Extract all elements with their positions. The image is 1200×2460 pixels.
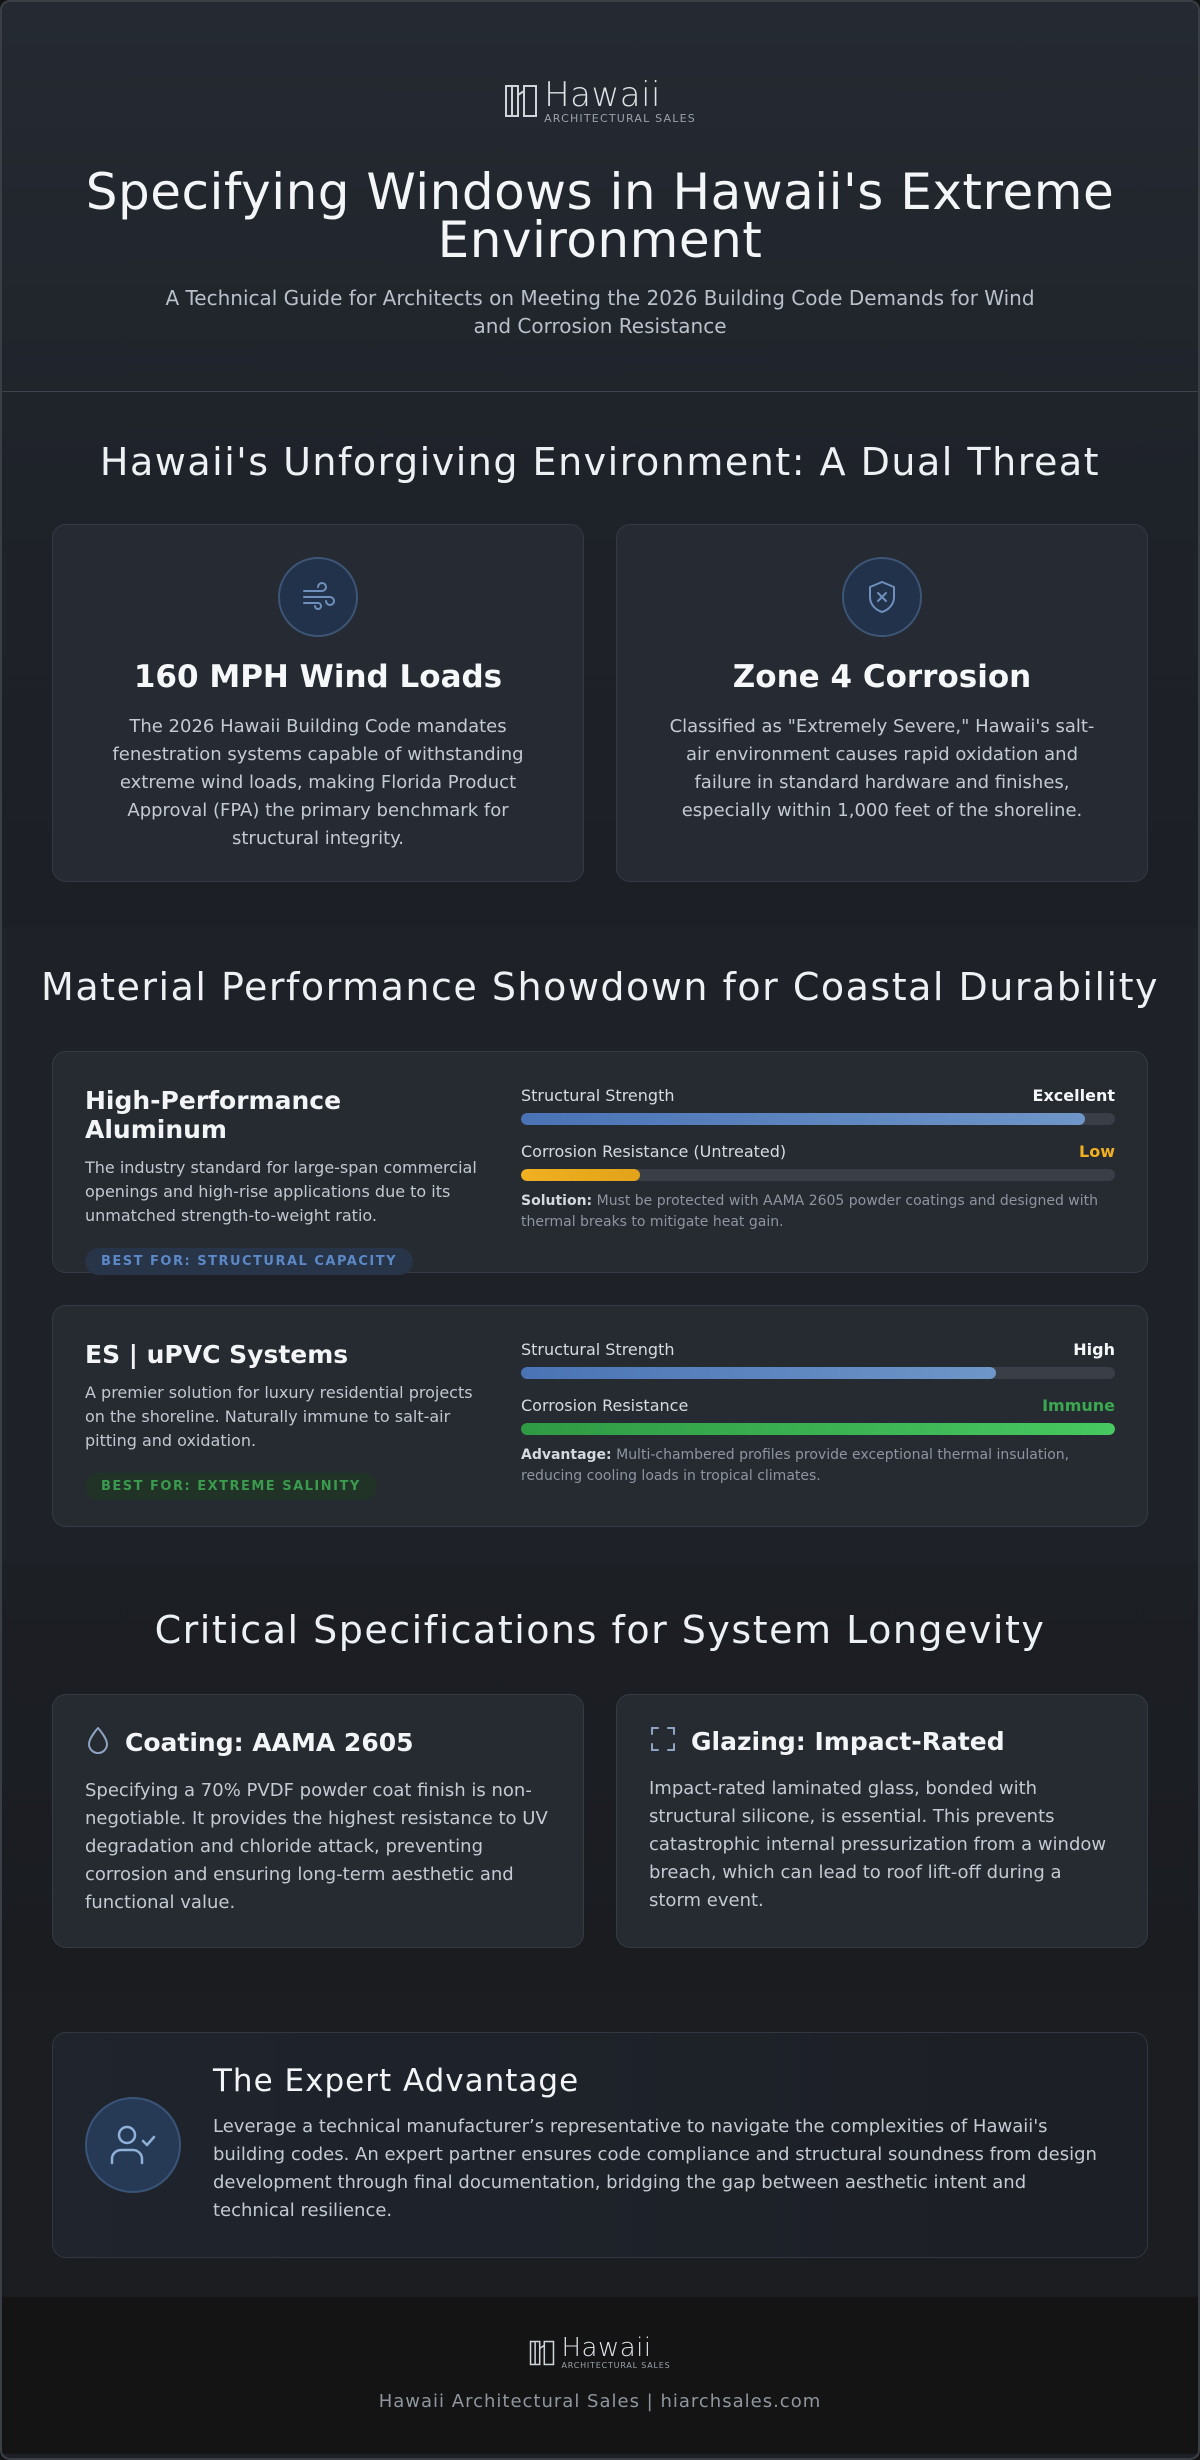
expert-section: The Expert Advantage Leverage a technica…	[2, 1992, 1198, 2297]
brand-tagline: ARCHITECTURAL SALES	[561, 2361, 671, 2370]
metric-structural: Structural Strength High	[521, 1340, 1115, 1379]
threat-title: Zone 4 Corrosion	[732, 659, 1032, 695]
spec-title: Coating: AAMA 2605	[125, 1727, 414, 1757]
spec-card-glazing: Glazing: Impact-Rated Impact-rated lamin…	[616, 1694, 1148, 1948]
specs-section: Critical Specifications for System Longe…	[2, 1564, 1198, 1992]
expert-card: The Expert Advantage Leverage a technica…	[52, 2032, 1148, 2258]
threat-text: Classified as "Extremely Severe," Hawaii…	[669, 716, 1095, 821]
window-logo-icon	[504, 83, 538, 119]
shield-x-icon	[842, 557, 922, 637]
material-note: Advantage: Multi-chambered profiles prov…	[521, 1445, 1115, 1487]
best-for-badge: BEST FOR: EXTREME SALINITY	[85, 1473, 377, 1500]
metric-corrosion: Corrosion Resistance (Untreated) Low	[521, 1142, 1115, 1181]
droplet-icon	[85, 1725, 111, 1759]
metric-value: Excellent	[1032, 1086, 1115, 1105]
material-card-upvc: ES | uPVC Systems A premier solution for…	[52, 1305, 1148, 1527]
brand-logo: Hawaii ARCHITECTURAL SALES	[504, 78, 696, 124]
specs-title: Critical Specifications for System Longe…	[154, 1608, 1046, 1652]
note-text: Must be protected with AAMA 2605 powder …	[521, 1193, 1098, 1230]
threat-card-corrosion: Zone 4 Corrosion Classified as "Extremel…	[616, 524, 1148, 882]
metric-label: Corrosion Resistance (Untreated)	[521, 1142, 787, 1161]
brand-tagline: ARCHITECTURAL SALES	[544, 112, 696, 125]
environment-title: Hawaii's Unforgiving Environment: A Dual…	[99, 440, 1101, 484]
spec-card-coating: Coating: AAMA 2605 Specifying a 70% PVDF…	[52, 1694, 584, 1948]
metric-label: Structural Strength	[521, 1340, 675, 1359]
footer-text: Hawaii Architectural Sales | hiarchsales…	[378, 2390, 822, 2412]
page-subtitle: A Technical Guide for Architects on Meet…	[165, 286, 1035, 338]
brand-name: Hawaii	[544, 75, 661, 115]
metric-value: Low	[1079, 1142, 1115, 1161]
window-logo-icon	[529, 2339, 555, 2367]
spec-text: Specifying a 70% PVDF powder coat finish…	[85, 1780, 548, 1913]
note-text: Multi-chambered profiles provide excepti…	[521, 1447, 1070, 1484]
strength-bar	[521, 1113, 1115, 1125]
corrosion-bar	[521, 1169, 1115, 1181]
material-card-aluminum: High-Performance Aluminum The industry s…	[52, 1051, 1148, 1275]
material-description: A premier solution for luxury residentia…	[85, 1383, 473, 1450]
metric-corrosion: Corrosion Resistance Immune	[521, 1396, 1115, 1435]
material-name: High-Performance Aluminum	[85, 1086, 342, 1144]
footer-logo: Hawaii ARCHITECTURAL SALES	[529, 2335, 670, 2370]
threat-title: 160 MPH Wind Loads	[133, 659, 503, 695]
material-note: Solution: Must be protected with AAMA 26…	[521, 1191, 1115, 1233]
expert-title: The Expert Advantage	[213, 2063, 580, 2099]
threat-text: The 2026 Hawaii Building Code mandates f…	[112, 716, 524, 849]
corrosion-bar-fill	[521, 1423, 1115, 1435]
wind-icon	[278, 557, 358, 637]
expert-text: Leverage a technical manufacturer’s repr…	[213, 2116, 1097, 2221]
user-check-icon	[85, 2097, 181, 2193]
metric-label: Corrosion Resistance	[521, 1396, 689, 1415]
footer: Hawaii ARCHITECTURAL SALES Hawaii Archit…	[2, 2297, 1198, 2454]
materials-section: Material Performance Showdown for Coasta…	[2, 927, 1198, 1564]
page-title: Specifying Windows in Hawaii's Extreme E…	[85, 163, 1115, 269]
note-label: Solution:	[521, 1193, 593, 1209]
note-label: Advantage:	[521, 1447, 612, 1463]
threat-card-wind: 160 MPH Wind Loads The 2026 Hawaii Build…	[52, 524, 584, 882]
strength-bar-fill	[521, 1113, 1086, 1125]
metric-label: Structural Strength	[521, 1086, 675, 1105]
best-for-badge: BEST FOR: STRUCTURAL CAPACITY	[85, 1248, 414, 1275]
strength-bar-fill	[521, 1367, 997, 1379]
material-name: ES | uPVC Systems	[85, 1340, 349, 1369]
corrosion-bar	[521, 1423, 1115, 1435]
materials-title: Material Performance Showdown for Coasta…	[41, 965, 1159, 1009]
spec-title: Glazing: Impact-Rated	[691, 1726, 1005, 1756]
hero-header: Hawaii ARCHITECTURAL SALES Specifying Wi…	[2, 2, 1198, 392]
corrosion-bar-fill	[521, 1169, 640, 1181]
frame-corners-icon	[649, 1725, 677, 1757]
metric-value: Immune	[1042, 1396, 1115, 1415]
brand-name: Hawaii	[561, 2333, 652, 2363]
material-description: The industry standard for large-span com…	[85, 1158, 477, 1225]
environment-section: Hawaii's Unforgiving Environment: A Dual…	[2, 392, 1198, 927]
metric-value: High	[1073, 1340, 1115, 1359]
strength-bar	[521, 1367, 1115, 1379]
metric-structural: Structural Strength Excellent	[521, 1086, 1115, 1125]
spec-text: Impact-rated laminated glass, bonded wit…	[649, 1778, 1107, 1911]
